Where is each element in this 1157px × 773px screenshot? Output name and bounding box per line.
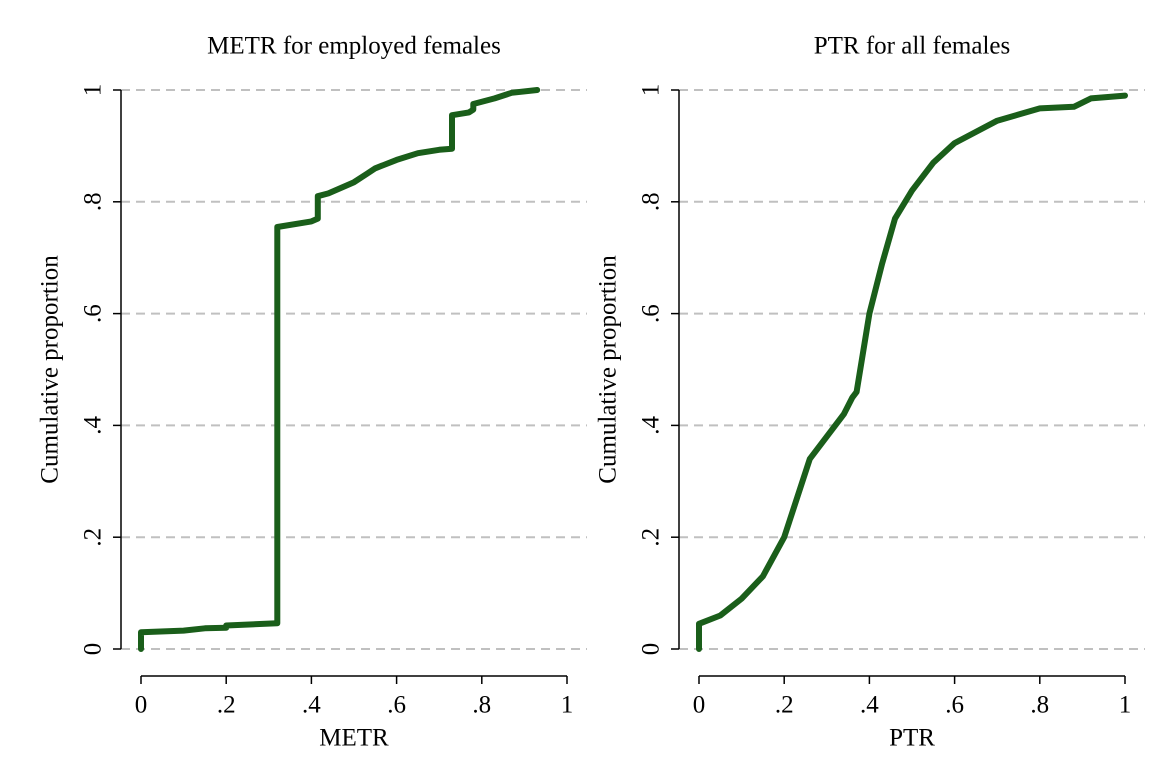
x-tick-label: .8: [1030, 692, 1049, 719]
y-tick-label: .6: [80, 304, 107, 323]
y-tick-label: .2: [638, 528, 665, 547]
y-tick-label: .6: [638, 304, 665, 323]
x-tick-label: .6: [387, 692, 406, 719]
x-tick-label: .6: [945, 692, 964, 719]
y-tick-label: 1: [638, 84, 665, 97]
x-tick-label: 1: [561, 692, 574, 719]
y-tick-label: 0: [638, 643, 665, 656]
chart-title: METR for employed females: [207, 33, 501, 60]
y-tick-label: .8: [80, 192, 107, 211]
cdf-line: [696, 92, 1128, 652]
x-tick-label: .2: [217, 692, 236, 719]
y-tick-label: 1: [80, 84, 107, 97]
cdf-line: [138, 87, 541, 652]
x-tick-label: 0: [693, 692, 706, 719]
x-tick-label: 0: [135, 692, 148, 719]
x-tick-label: 1: [1119, 692, 1132, 719]
x-axis-title: METR: [319, 725, 389, 752]
y-tick-label: 0: [80, 643, 107, 656]
y-tick-label: .4: [638, 416, 665, 435]
y-tick-label: .4: [80, 416, 107, 435]
y-axis-title: Cumulative proportion: [595, 255, 622, 484]
x-tick-label: .4: [860, 692, 879, 719]
y-axis-title: Cumulative proportion: [37, 255, 64, 484]
y-tick-label: .2: [80, 528, 107, 547]
y-tick-label: .8: [638, 192, 665, 211]
chart-title: PTR for all females: [814, 33, 1010, 60]
x-tick-label: .2: [775, 692, 794, 719]
x-tick-label: .4: [302, 692, 321, 719]
x-tick-label: .8: [472, 692, 491, 719]
x-axis-title: PTR: [889, 725, 935, 752]
